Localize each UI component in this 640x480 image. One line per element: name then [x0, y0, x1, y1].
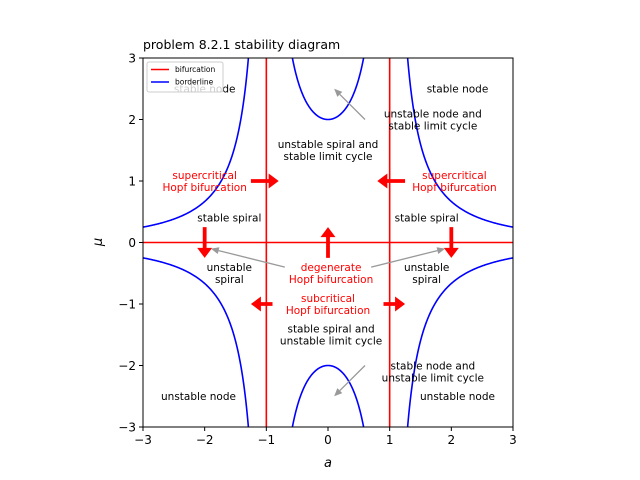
borderline-curve-lower-0 [143, 257, 250, 427]
annotation-arrow-1b-head [436, 247, 446, 254]
y-tick-label-5: 2 [128, 113, 136, 127]
borderline-curve-lower-1 [291, 364, 365, 427]
borderline-curve-upper-1 [291, 58, 365, 121]
y-axis-ticks: −3 −2 −1 0 1 2 3 [118, 52, 143, 435]
region-label-2: unstable spiral and stable limit cycle [278, 139, 379, 163]
x-tick-label-6: 3 [509, 433, 517, 447]
chart-title: problem 8.2.1 stability diagram [143, 37, 340, 52]
annotation-arrow-2-shaft [339, 365, 366, 392]
direction-arrow-2 [197, 227, 213, 258]
x-axis-label: a [324, 456, 332, 471]
region-label-3: supercritical Hopf bifurcation [162, 170, 246, 194]
borderline-curve-lower-2 [406, 257, 513, 427]
y-tick-label-2: −1 [118, 298, 136, 312]
direction-arrow-0 [250, 173, 279, 189]
annotation-arrow-2-head [334, 388, 343, 397]
y-axis-label: μ [91, 238, 106, 247]
borderline-curve-upper-2 [406, 58, 513, 228]
y-tick-label-6: 3 [128, 52, 136, 66]
borderline-curves [143, 58, 513, 427]
region-label-12: unstable node [420, 391, 495, 403]
annotation-arrows [210, 88, 446, 397]
direction-arrow-1 [377, 173, 406, 189]
region-label-10: stable spiral and unstable limit cycle [280, 324, 382, 348]
x-tick-label-2: −1 [257, 433, 275, 447]
y-tick-label-1: −2 [118, 359, 136, 373]
annotation-label-1: degenerate Hopf bifurcation [289, 262, 373, 286]
x-tick-label-5: 2 [448, 433, 456, 447]
y-tick-label-3: 0 [128, 236, 136, 250]
annotation-arrow-0-head [334, 88, 343, 97]
annotation-arrow-0-shaft [339, 93, 366, 120]
direction-arrow-3 [443, 227, 459, 258]
direction-arrow-4 [320, 227, 336, 258]
region-label-9: subcritical Hopf bifurcation [286, 293, 370, 317]
region-label-6: stable spiral [395, 213, 459, 225]
region-label-7: unstable spiral [207, 262, 252, 286]
region-label-4: supercritical Hopf bifurcation [412, 170, 496, 194]
y-tick-label-4: 1 [128, 175, 136, 189]
legend-label-borderline: borderline [175, 78, 214, 87]
x-tick-label-1: −2 [196, 433, 214, 447]
y-tick-label-0: −3 [118, 421, 136, 435]
x-tick-label-3: 0 [324, 433, 332, 447]
x-tick-label-4: 1 [386, 433, 394, 447]
borderline-curve-upper-0 [143, 58, 250, 228]
region-label-8: unstable spiral [404, 262, 449, 286]
annotation-label-2: stable node and unstable limit cycle [382, 360, 484, 384]
direction-arrows [197, 173, 459, 312]
x-tick-label-0: −3 [134, 433, 152, 447]
region-label-5: stable spiral [197, 213, 261, 225]
legend: bifurcation borderline [146, 61, 224, 93]
direction-arrow-6 [383, 296, 406, 312]
direction-arrow-5 [250, 296, 273, 312]
x-axis-ticks: −3 −2 −1 0 1 2 3 [134, 427, 517, 447]
annotation-label-0: unstable node and stable limit cycle [384, 108, 482, 132]
annotation-arrow-1a-head [210, 247, 220, 254]
annotation-arrow-1a-shaft [218, 249, 285, 268]
region-label-1: stable node [427, 84, 489, 96]
region-label-11: unstable node [161, 391, 236, 403]
legend-label-bifurcation: bifurcation [175, 65, 215, 74]
plot-area [143, 58, 513, 427]
annotation-arrow-1b-shaft [371, 249, 438, 268]
